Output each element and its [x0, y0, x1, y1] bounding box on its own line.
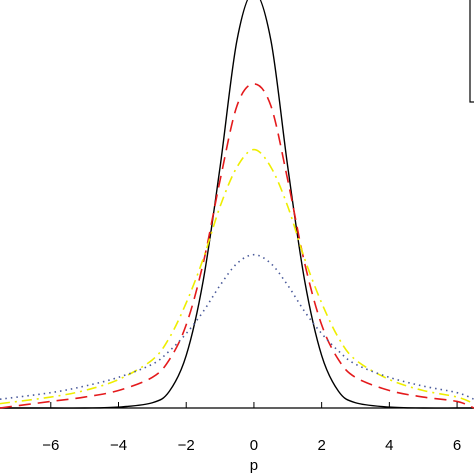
x-tick-label: −6 [42, 437, 59, 454]
series-line-3 [0, 148, 474, 405]
x-tick-label: 4 [385, 437, 393, 454]
x-tick-label: 0 [250, 437, 258, 454]
x-axis-ticks: −6 −4 −2 0 2 4 6 [42, 402, 461, 454]
x-tick-label: 6 [453, 437, 461, 454]
series-line-4 [0, 253, 474, 401]
x-tick-label: −2 [178, 437, 195, 454]
series-lines [0, 0, 474, 409]
x-tick-label: −4 [110, 437, 127, 454]
legend [469, 0, 474, 103]
legend-box [469, 0, 474, 103]
x-axis-label: p [250, 457, 258, 474]
x-tick-label: 2 [317, 437, 325, 454]
series-line-1 [0, 0, 474, 409]
series-line-2 [0, 83, 474, 409]
